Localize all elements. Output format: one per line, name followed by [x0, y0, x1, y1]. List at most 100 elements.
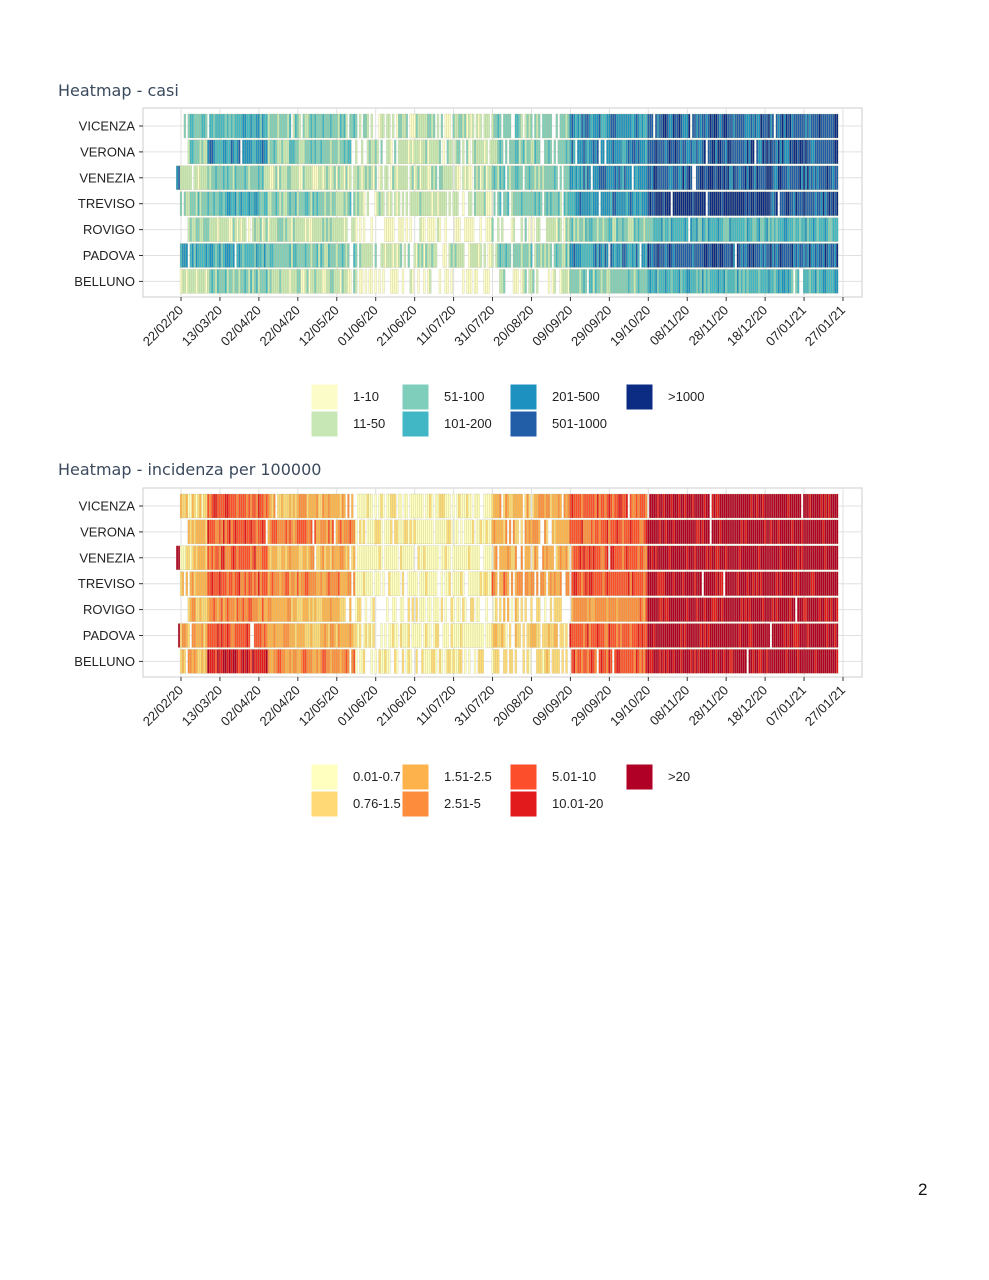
heatmap-cell — [390, 217, 393, 242]
heatmap-cell — [635, 165, 638, 190]
heatmap-cell — [238, 139, 241, 165]
heatmap-cell — [279, 571, 282, 596]
heatmap-cell — [559, 571, 562, 596]
heatmap-cell — [664, 191, 667, 216]
heatmap-cell — [380, 623, 383, 648]
heatmap-cell — [320, 519, 323, 545]
heatmap-cell — [684, 623, 687, 648]
heatmap-cell — [582, 545, 586, 570]
x-tick-label: 29/09/20 — [568, 683, 614, 729]
heatmap-cell — [732, 545, 736, 570]
heatmap-cell — [401, 597, 405, 622]
heatmap-cell — [183, 191, 186, 216]
heatmap-cell — [781, 139, 784, 165]
heatmap-cell — [205, 493, 208, 519]
heatmap-cell — [555, 545, 558, 570]
heatmap-cell — [366, 493, 370, 519]
heatmap-cell — [386, 243, 389, 268]
legend-label: 101-200 — [444, 416, 492, 431]
heatmap-cell — [390, 191, 393, 216]
heatmap-cell — [187, 217, 190, 242]
heatmap-cell — [248, 649, 251, 674]
heatmap-cell — [727, 649, 730, 674]
heatmap-cell — [337, 649, 340, 674]
heatmap-cell — [573, 623, 576, 648]
heatmap-cell — [680, 623, 683, 648]
heatmap-cell — [598, 623, 601, 648]
legend-swatch — [310, 410, 339, 438]
heatmap-cell — [797, 493, 800, 519]
heatmap-cell — [604, 191, 607, 216]
heatmap-cell — [553, 649, 556, 674]
heatmap-cell — [314, 217, 317, 242]
heatmap-cell — [222, 597, 225, 622]
heatmap-cell — [355, 519, 358, 545]
page-number: 2 — [918, 1180, 928, 1199]
heatmap-cell — [824, 191, 827, 216]
heatmap-cell — [380, 649, 383, 674]
heatmap-cell — [600, 571, 603, 596]
heatmap-cell — [302, 493, 305, 519]
heatmap-cell — [637, 243, 640, 268]
heatmap-cell — [242, 623, 245, 648]
heatmap-cell — [744, 165, 747, 190]
heatmap-cell — [789, 113, 792, 139]
heatmap-cell — [347, 545, 350, 570]
heatmap-cell — [639, 649, 642, 674]
heatmap-cell — [327, 649, 331, 674]
heatmap-cell — [230, 493, 233, 519]
legend-swatch — [310, 763, 339, 791]
heatmap-cell — [756, 269, 759, 294]
heatmap-cell — [253, 269, 257, 294]
heatmap-cell — [413, 165, 416, 190]
heatmap-cell — [413, 113, 416, 139]
heatmap-cell — [415, 113, 418, 139]
heatmap-cell — [691, 493, 695, 519]
heatmap-cell — [789, 597, 792, 622]
heatmap-cell — [637, 649, 640, 674]
heatmap-cell — [452, 191, 455, 216]
heatmap-cell — [477, 571, 480, 596]
heatmap-cell — [203, 597, 206, 622]
heatmap-cell — [804, 493, 808, 519]
heatmap-cell — [616, 139, 619, 165]
heatmap-cell — [777, 571, 780, 596]
heatmap-cell — [401, 139, 405, 165]
heatmap-cell — [452, 571, 455, 596]
heatmap-cell — [296, 113, 299, 139]
heatmap-cell — [479, 243, 482, 268]
heatmap-cell — [690, 545, 693, 570]
heatmap-cell — [189, 191, 192, 216]
heatmap-cell — [662, 545, 665, 570]
heatmap-cell — [627, 649, 630, 674]
heatmap-cell — [575, 597, 578, 622]
legend-label: 0.76-1.5 — [353, 796, 401, 811]
heatmap-cell — [742, 623, 745, 648]
heatmap-cell — [656, 519, 660, 545]
heatmap-cell — [610, 519, 613, 545]
heatmap-cell — [651, 623, 654, 648]
heatmap-cell — [697, 597, 701, 622]
heatmap-cell — [322, 191, 325, 216]
heatmap-cell — [193, 191, 196, 216]
heatmap-cell — [691, 191, 695, 216]
heatmap-cell — [579, 623, 582, 648]
heatmap-cell — [349, 519, 352, 545]
heatmap-cell — [314, 597, 317, 622]
heatmap-cell — [285, 269, 288, 294]
heatmap-cell — [654, 139, 658, 165]
heatmap-cell — [355, 597, 358, 622]
x-tick-label: 02/04/20 — [218, 683, 264, 729]
heatmap-cell — [826, 217, 829, 242]
heatmap-cell — [368, 623, 371, 648]
heatmap-cell — [244, 113, 247, 139]
heatmap-cell — [433, 113, 436, 139]
heatmap-cell — [261, 545, 264, 570]
heatmap-cell — [433, 649, 436, 674]
heatmap-cell — [824, 493, 827, 519]
heatmap-cell — [645, 545, 648, 570]
heatmap-cell — [756, 243, 759, 268]
heatmap-cell — [707, 493, 710, 519]
heatmap-cell — [265, 243, 268, 268]
heatmap-cell — [411, 493, 414, 519]
